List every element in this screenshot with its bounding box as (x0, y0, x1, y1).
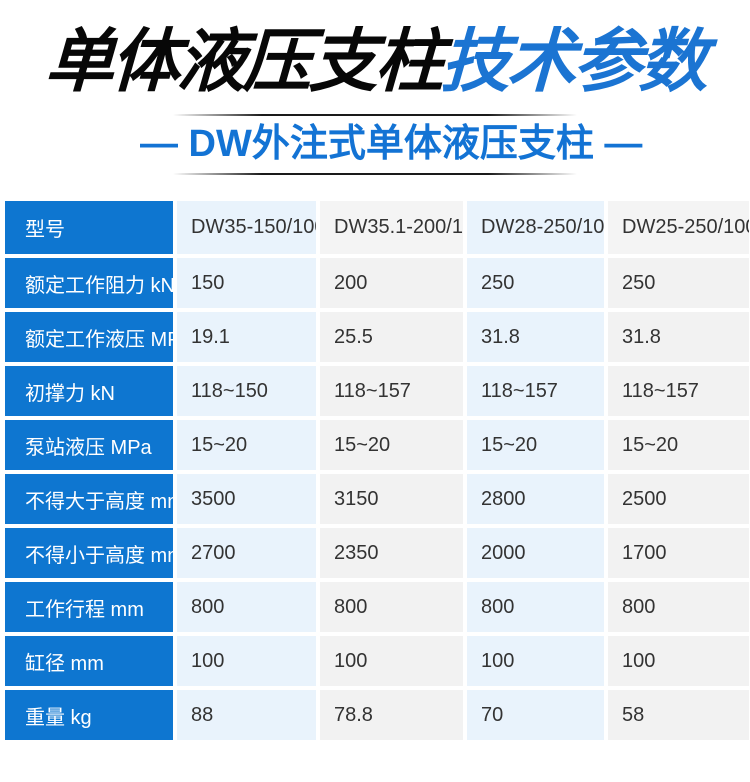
table-row: 重量 kg 88 78.8 70 58 (5, 690, 749, 740)
value-cell: 15~20 (320, 420, 463, 470)
row-label-cell: 额定工作液压 MPa (5, 312, 173, 362)
header-model-cell: DW25-250/100 (608, 201, 749, 254)
value-cell: 2500 (608, 474, 749, 524)
row-label-cell: 不得小于高度 mm (5, 528, 173, 578)
value-cell: 3500 (177, 474, 316, 524)
value-cell: 118~150 (177, 366, 316, 416)
value-cell: 15~20 (467, 420, 604, 470)
page-title-blue-part: 技术参数 (439, 23, 707, 100)
value-cell: 150 (177, 258, 316, 308)
value-cell: 800 (608, 582, 749, 632)
table-header-row: 型号 DW35-150/100 DW35.1-200/100 DW28-250/… (5, 201, 749, 254)
value-cell: 2350 (320, 528, 463, 578)
table-row: 不得大于高度 mm 3500 3150 2800 2500 (5, 474, 749, 524)
value-cell: 19.1 (177, 312, 316, 362)
table-row: 初撑力 kN 118~150 118~157 118~157 118~157 (5, 366, 749, 416)
page-title: 单体液压支柱技术参数 (0, 16, 750, 108)
value-cell: 2700 (177, 528, 316, 578)
value-cell: 100 (608, 636, 749, 686)
value-cell: 118~157 (608, 366, 749, 416)
header-model-cell: DW35.1-200/100 (320, 201, 463, 254)
value-cell: 100 (467, 636, 604, 686)
value-cell: 58 (608, 690, 749, 740)
subtitle-banner: — DW外注式单体液压支柱 — (140, 114, 643, 175)
value-cell: 800 (177, 582, 316, 632)
spec-table: 型号 DW35-150/100 DW35.1-200/100 DW28-250/… (1, 197, 750, 744)
value-cell: 118~157 (467, 366, 604, 416)
value-cell: 100 (177, 636, 316, 686)
table-row: 缸径 mm 100 100 100 100 (5, 636, 749, 686)
banner-title: — DW外注式单体液压支柱 — (140, 123, 643, 165)
value-cell: 88 (177, 690, 316, 740)
value-cell: 15~20 (177, 420, 316, 470)
value-cell: 2800 (467, 474, 604, 524)
row-label-cell: 缸径 mm (5, 636, 173, 686)
header-model-cell: DW35-150/100 (177, 201, 316, 254)
table-row: 额定工作液压 MPa 19.1 25.5 31.8 31.8 (5, 312, 749, 362)
row-label-cell: 不得大于高度 mm (5, 474, 173, 524)
row-label-cell: 工作行程 mm (5, 582, 173, 632)
table-row: 不得小于高度 mm 2700 2350 2000 1700 (5, 528, 749, 578)
page-title-black-part: 单体液压支柱 (43, 23, 443, 100)
row-label-cell: 重量 kg (5, 690, 173, 740)
value-cell: 25.5 (320, 312, 463, 362)
value-cell: 31.8 (467, 312, 604, 362)
row-label-cell: 额定工作阻力 kN (5, 258, 173, 308)
row-label-cell: 泵站液压 MPa (5, 420, 173, 470)
value-cell: 800 (320, 582, 463, 632)
value-cell: 15~20 (608, 420, 749, 470)
value-cell: 250 (467, 258, 604, 308)
row-label-cell: 初撑力 kN (5, 366, 173, 416)
value-cell: 3150 (320, 474, 463, 524)
table-row: 工作行程 mm 800 800 800 800 (5, 582, 749, 632)
value-cell: 250 (608, 258, 749, 308)
value-cell: 800 (467, 582, 604, 632)
value-cell: 100 (320, 636, 463, 686)
table-row: 泵站液压 MPa 15~20 15~20 15~20 15~20 (5, 420, 749, 470)
header-label-cell: 型号 (5, 201, 173, 254)
value-cell: 118~157 (320, 366, 463, 416)
value-cell: 70 (467, 690, 604, 740)
table-row: 额定工作阻力 kN 150 200 250 250 (5, 258, 749, 308)
value-cell: 31.8 (608, 312, 749, 362)
value-cell: 2000 (467, 528, 604, 578)
value-cell: 1700 (608, 528, 749, 578)
value-cell: 200 (320, 258, 463, 308)
header-model-cell: DW28-250/100 (467, 201, 604, 254)
banner-bottom-divider (173, 173, 577, 175)
value-cell: 78.8 (320, 690, 463, 740)
banner-top-divider (173, 114, 577, 116)
